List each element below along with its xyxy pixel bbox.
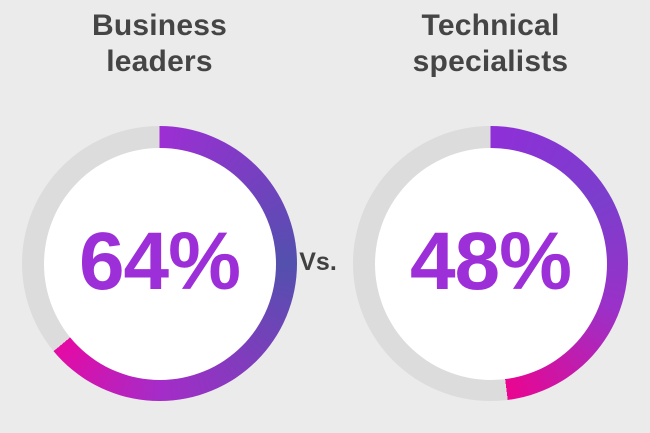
- title-line: Business: [92, 9, 227, 42]
- title-line: Technical: [421, 9, 560, 42]
- donut-hole: 48%: [374, 147, 607, 380]
- business-leaders-panel: Business leaders 64%: [0, 0, 319, 433]
- title-line: leaders: [106, 45, 213, 78]
- donut-hole: 64%: [43, 147, 276, 380]
- value-label-business-leaders: 64%: [78, 215, 241, 307]
- title-line: specialists: [412, 45, 569, 78]
- donut-chart-business-leaders: 64%: [22, 126, 297, 401]
- technical-specialists-panel: Technical specialists 48%: [331, 0, 650, 433]
- donut-chart-technical-specialists: 48%: [353, 126, 628, 401]
- value-label-technical-specialists: 48%: [409, 215, 572, 307]
- chart-title-technical-specialists: Technical specialists: [331, 8, 650, 80]
- vs-separator-label: Vs.: [299, 248, 337, 276]
- chart-title-business-leaders: Business leaders: [0, 8, 319, 80]
